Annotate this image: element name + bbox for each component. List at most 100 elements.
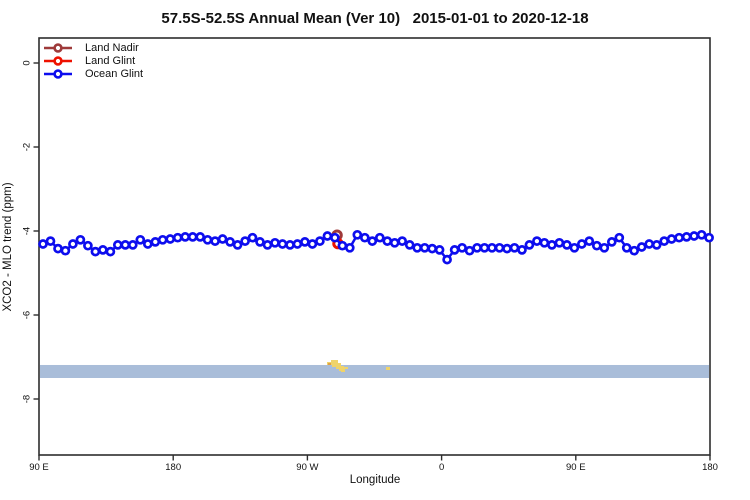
ocean-glint-point	[225, 237, 235, 247]
ocean-glint-point	[599, 242, 610, 253]
legend-item-ocean-glint: Ocean Glint	[43, 67, 143, 80]
ocean-glint-point	[75, 234, 86, 245]
ocean-glint-point	[494, 242, 505, 253]
ocean-glint-point	[217, 234, 228, 244]
ocean-glint-point	[629, 245, 640, 256]
ocean-glint-point	[554, 237, 565, 248]
ocean-glint-point	[696, 229, 707, 240]
ocean-glint-point	[449, 245, 460, 255]
ocean-glint-point	[382, 236, 393, 246]
x-tick-label: 90 E	[29, 462, 49, 473]
ocean-glint-point	[651, 240, 662, 250]
plot-frame	[38, 37, 711, 456]
ocean-glint-point	[576, 239, 587, 249]
x-tick-label: 0	[439, 462, 444, 473]
ocean-glint-point	[172, 232, 183, 243]
ocean-glint-point	[277, 239, 288, 249]
land-patch	[328, 363, 331, 365]
y-tick-label: -2	[22, 143, 33, 151]
ocean-glint-point	[83, 240, 93, 251]
ocean-glint-point	[562, 240, 572, 250]
ocean-glint-point	[195, 232, 206, 242]
ocean-glint-point	[412, 242, 423, 253]
ocean-glint-marker-icon	[44, 68, 72, 79]
ocean-glint-point	[606, 237, 617, 247]
land-patch	[341, 370, 345, 372]
ocean-glint-point	[419, 242, 430, 253]
ocean-glint-point	[427, 243, 438, 254]
ocean-glint-point	[472, 242, 482, 253]
ocean-glint-point	[120, 240, 131, 250]
ocean-glint-point	[300, 237, 310, 247]
ocean-glint-point	[509, 242, 520, 253]
ocean-glint-point	[614, 232, 625, 243]
y-tick-label: -8	[22, 395, 33, 403]
ocean-glint-point	[442, 254, 452, 265]
ocean-glint-point	[464, 245, 475, 256]
ocean-glint-point	[292, 239, 303, 249]
ocean-glint-point	[232, 240, 243, 250]
ocean-glint-point	[202, 234, 213, 245]
ocean-glint-point	[367, 236, 378, 246]
x-tick-label: 90 W	[296, 462, 318, 473]
ocean-glint-point	[704, 232, 714, 243]
y-tick-label: -4	[22, 227, 33, 235]
x-axis-title: Longitude	[349, 474, 401, 486]
ocean-glint-point	[105, 246, 116, 257]
land-patch	[331, 360, 338, 364]
ocean-glint-point	[135, 234, 146, 245]
legend-label: Land Nadir	[85, 41, 139, 54]
legend-item-land-nadir: Land Nadir	[43, 41, 143, 54]
ocean-glint-point	[666, 234, 677, 244]
ocean-glint-point	[681, 232, 692, 242]
ocean-glint-point	[502, 243, 512, 254]
ocean-glint-point	[457, 242, 467, 253]
ocean-glint-point	[127, 240, 138, 250]
y-tick-label: -6	[22, 311, 33, 319]
ocean-glint-point	[307, 239, 318, 249]
ocean-glint-point	[434, 245, 445, 255]
ocean-glint-point	[98, 245, 108, 255]
ocean-glint-point	[45, 236, 56, 246]
ocean-glint-point	[142, 239, 153, 249]
ocean-glint-point	[315, 236, 325, 246]
ocean-glint-point	[68, 239, 78, 249]
ocean-glint-point	[569, 242, 580, 253]
ocean-glint-point	[352, 229, 363, 240]
ocean-glint-point	[644, 239, 655, 249]
ocean-glint-point	[621, 242, 632, 253]
ocean-glint-point	[397, 236, 408, 246]
ocean-glint-point	[337, 240, 348, 251]
ocean-glint-point	[487, 242, 497, 253]
ocean-glint-point	[674, 232, 684, 243]
ocean-glint-point	[157, 234, 168, 245]
ocean-glint-point	[90, 246, 101, 257]
legend-label: Land Glint	[85, 54, 136, 67]
land-patch	[332, 363, 341, 367]
legend-item-land-glint: Land Glint	[43, 54, 143, 67]
x-tick-label: 180	[165, 462, 181, 473]
ocean-glint-point	[517, 245, 527, 255]
ocean-glint-point	[112, 240, 123, 250]
ocean-glint-point	[187, 232, 198, 242]
x-tick-label: 180	[702, 462, 718, 473]
land-patch	[339, 368, 345, 371]
y-tick-label: 0	[22, 60, 33, 65]
ocean-glint-point	[532, 236, 542, 246]
ocean-glint-point	[165, 234, 176, 244]
land-nadir-marker-icon	[44, 42, 72, 53]
y-axis-title: XCO2 - MLO trend (ppm)	[2, 182, 14, 312]
ocean-glint-point	[53, 243, 63, 254]
latitude-band-map	[40, 364, 709, 378]
ocean-glint-point	[404, 240, 415, 250]
ocean-glint-point	[539, 237, 550, 248]
ocean-glint-point	[60, 245, 71, 256]
ocean-glint-point	[584, 236, 595, 246]
ocean-glint-point	[322, 231, 333, 241]
land-glint-marker-icon	[44, 55, 72, 66]
chart-title: 57.5S-52.5S Annual Mean (Ver 10) 2015-01…	[161, 10, 589, 27]
ocean-glint-point	[344, 242, 355, 253]
ocean-glint-point	[389, 237, 400, 248]
